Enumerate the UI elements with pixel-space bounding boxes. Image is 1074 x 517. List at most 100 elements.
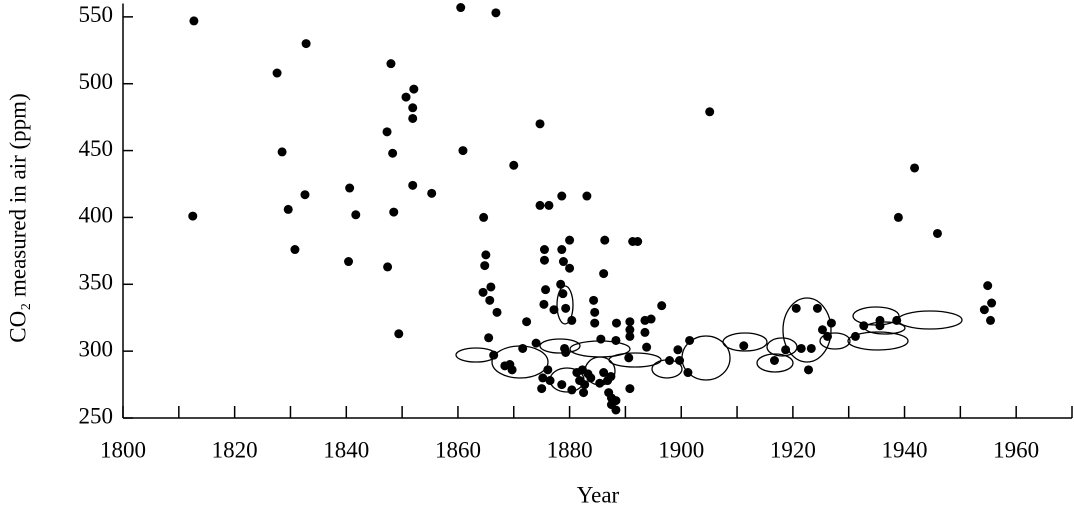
x-tick-label: 1840 [323, 437, 369, 462]
point [290, 245, 300, 255]
y-tick-label: 450 [79, 136, 114, 161]
point [565, 235, 575, 245]
point [603, 376, 613, 386]
point [383, 262, 393, 272]
point [579, 388, 589, 398]
point [633, 237, 643, 247]
x-tick-label: 1880 [547, 437, 593, 462]
contour [539, 338, 581, 354]
point [850, 331, 860, 341]
point [539, 255, 549, 265]
y-axis-label: CO₂ measured in air (ppm) [5, 93, 30, 342]
point [685, 335, 695, 345]
point [892, 315, 902, 325]
point [489, 350, 499, 360]
point [611, 318, 621, 328]
y-tick-label: 250 [79, 403, 114, 428]
point [817, 325, 827, 335]
point [791, 303, 801, 313]
point [565, 263, 575, 273]
point [478, 287, 488, 297]
x-tick-label: 1800 [100, 437, 146, 462]
point [611, 405, 621, 415]
point [804, 365, 814, 375]
x-tick-label: 1940 [882, 437, 928, 462]
point [624, 353, 634, 363]
point [625, 331, 635, 341]
point [705, 107, 715, 117]
point [590, 318, 600, 328]
x-tick-label: 1820 [212, 437, 258, 462]
point [611, 335, 621, 345]
point [985, 315, 995, 325]
point [665, 356, 675, 366]
point [979, 305, 989, 315]
point [389, 207, 399, 217]
point [558, 289, 568, 299]
y-tick-label: 350 [79, 270, 114, 295]
contour [766, 337, 798, 357]
point [545, 376, 555, 386]
contour [722, 332, 768, 352]
point [541, 285, 551, 295]
point [485, 295, 495, 305]
point [539, 299, 549, 309]
point [987, 298, 997, 308]
point [300, 190, 310, 200]
point [535, 200, 545, 210]
point [408, 180, 418, 190]
point [500, 361, 510, 371]
point [859, 321, 869, 331]
point [796, 343, 806, 353]
point [812, 303, 822, 313]
point [394, 329, 404, 339]
x-axis-label: Year [577, 482, 620, 507]
y-tick-label: 500 [79, 69, 114, 94]
point [556, 279, 566, 289]
point [561, 303, 571, 313]
point [458, 146, 468, 156]
point [479, 212, 489, 222]
point [567, 385, 577, 395]
point [522, 317, 532, 327]
point [344, 257, 354, 267]
point [642, 342, 652, 352]
point [625, 317, 635, 327]
point [301, 39, 311, 49]
point [599, 269, 609, 279]
point [567, 315, 577, 325]
point [535, 119, 545, 129]
point [673, 345, 683, 355]
point [382, 127, 392, 137]
point [769, 356, 779, 366]
point [486, 282, 496, 292]
point [408, 103, 418, 113]
point [272, 68, 282, 78]
contour [782, 297, 832, 363]
point [188, 211, 198, 221]
point [675, 356, 685, 366]
point [599, 368, 609, 378]
point [427, 188, 437, 198]
point [589, 295, 599, 305]
point [557, 245, 567, 255]
point [538, 373, 548, 383]
contour [897, 310, 963, 330]
point [531, 338, 541, 348]
point [537, 384, 547, 394]
point [543, 365, 553, 375]
point [932, 228, 942, 238]
point [351, 210, 361, 220]
x-tick-label: 1920 [770, 437, 816, 462]
point [409, 84, 419, 94]
point [408, 113, 418, 123]
point [401, 92, 411, 102]
point [875, 321, 885, 331]
point [640, 327, 650, 337]
point [806, 343, 816, 353]
point [518, 343, 528, 353]
point [456, 3, 466, 13]
point [586, 373, 596, 383]
point [345, 183, 355, 193]
